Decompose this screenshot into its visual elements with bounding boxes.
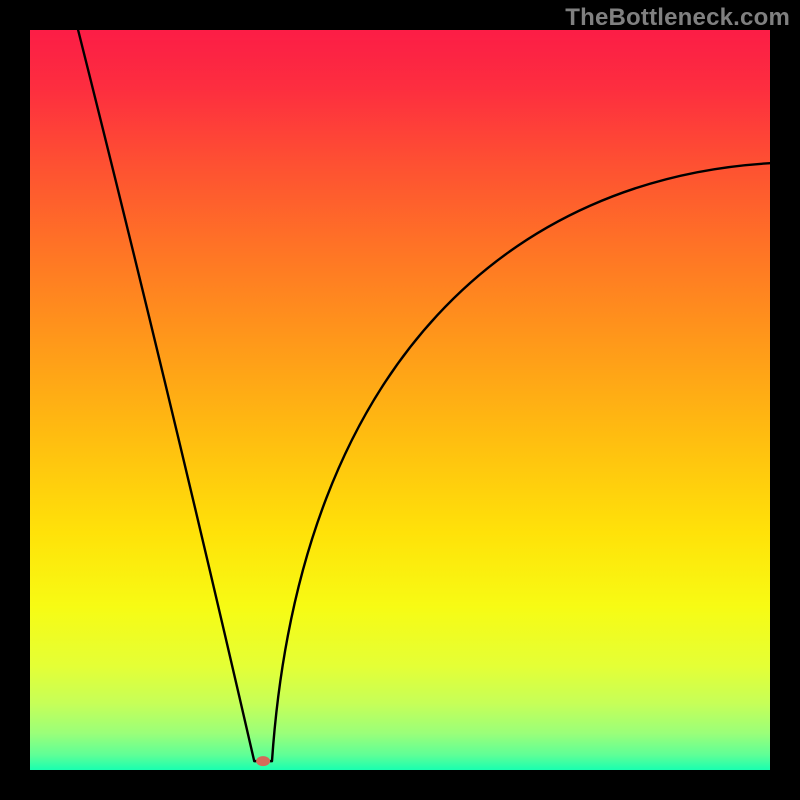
plot-area [30,30,770,770]
dip-marker [256,756,270,766]
outer-frame: TheBottleneck.com [0,0,800,800]
gradient-background [30,30,770,770]
watermark-text: TheBottleneck.com [565,4,790,32]
chart-svg [30,30,770,770]
